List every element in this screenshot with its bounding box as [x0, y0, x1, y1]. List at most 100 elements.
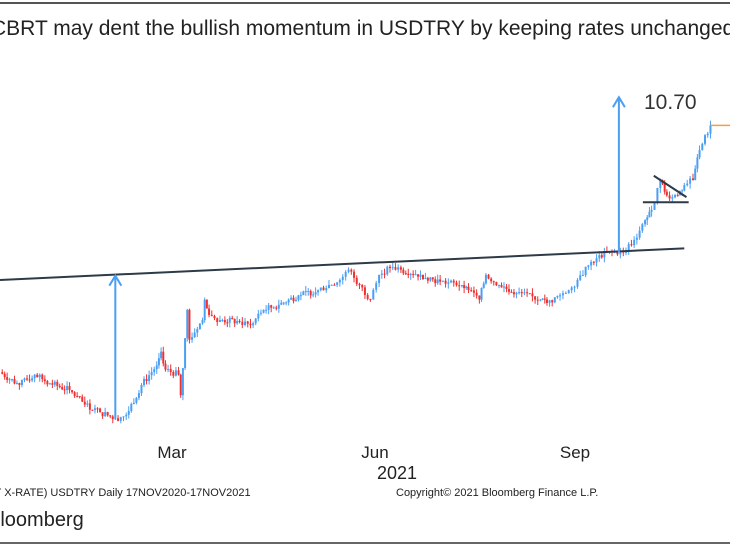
candle-body — [83, 401, 86, 405]
candle-body — [590, 261, 593, 266]
candle-body — [6, 377, 9, 380]
candle-body — [132, 402, 135, 404]
candle-body — [492, 281, 495, 283]
candle-body — [369, 298, 372, 300]
candle-body — [551, 300, 554, 303]
candle-body — [507, 289, 510, 292]
candle-body — [322, 287, 325, 291]
candle-body — [548, 300, 551, 304]
candle-body — [179, 374, 182, 396]
candle-body — [135, 397, 138, 403]
candle-body — [63, 389, 66, 391]
candle-body — [663, 183, 666, 192]
candle-body — [659, 180, 662, 188]
candle-body — [228, 317, 231, 323]
candle-body — [603, 251, 606, 258]
measured-move-arrow-1-head — [108, 273, 123, 287]
candle-body — [391, 267, 394, 269]
candle-body — [11, 379, 14, 381]
candle-body — [630, 244, 633, 246]
candle-body — [257, 313, 260, 319]
candle-body — [259, 312, 262, 314]
candle-body — [208, 308, 211, 315]
candle-body — [302, 291, 305, 296]
candle-body — [299, 295, 302, 297]
candle-body — [656, 187, 659, 203]
candle-body — [309, 291, 312, 296]
candle-body — [627, 244, 630, 252]
candle-body — [210, 314, 213, 316]
candle-body — [81, 396, 84, 402]
candle-body — [71, 390, 74, 393]
candle-body — [111, 416, 114, 420]
candle-body — [495, 282, 498, 286]
candle-body — [99, 408, 102, 413]
candle-body — [292, 297, 295, 302]
candle-body — [447, 282, 450, 284]
candle-body — [579, 275, 582, 280]
candle-body — [233, 319, 236, 324]
candle-body — [397, 267, 400, 270]
candle-body — [434, 279, 437, 284]
candle-body — [570, 287, 573, 291]
candle-body — [648, 211, 651, 218]
candle-body — [33, 374, 36, 379]
candle-body — [584, 266, 587, 276]
candle-body — [181, 368, 184, 396]
candle-body — [198, 323, 201, 330]
candle-body — [426, 277, 429, 281]
candle-body — [444, 280, 447, 284]
candle-body — [644, 220, 647, 225]
candle-body — [515, 292, 518, 295]
candle-body — [520, 292, 523, 294]
candle-body — [244, 321, 247, 325]
candle-body — [86, 403, 89, 405]
candle-body — [304, 291, 307, 293]
candle-body — [282, 302, 285, 304]
candle-body — [148, 375, 151, 382]
candle-body — [130, 403, 133, 412]
candle-body — [598, 255, 601, 259]
candle-body — [592, 261, 595, 263]
candle-body — [545, 299, 548, 304]
candle-body — [404, 273, 407, 275]
candle-body — [689, 178, 692, 184]
candle-body — [66, 386, 69, 390]
candle-body — [31, 378, 34, 381]
candle-body — [188, 309, 191, 340]
candle-body — [510, 291, 513, 293]
candle-body — [184, 338, 187, 369]
copyright-notice: Copyright© 2021 Bloomberg Finance L.P. — [396, 487, 599, 499]
candle-body — [383, 273, 386, 275]
candle-body — [458, 285, 461, 287]
candle-body — [88, 403, 91, 410]
candle-body — [104, 412, 107, 417]
candle-body — [500, 285, 503, 288]
candle-body — [280, 302, 283, 305]
candle-body — [252, 323, 255, 326]
chart-title: CBRT may dent the bullish momentum in US… — [0, 17, 730, 40]
candle-body — [541, 298, 544, 300]
candle-body — [536, 299, 539, 301]
candle-body — [157, 358, 160, 366]
candle-body — [429, 277, 432, 281]
candle-body — [490, 278, 493, 282]
candle-body — [361, 285, 364, 288]
candle-body — [480, 287, 483, 300]
candle-body — [333, 284, 336, 286]
candle-body — [76, 395, 79, 397]
candle-body — [363, 287, 366, 296]
candle-body — [523, 292, 526, 294]
candle-body — [272, 307, 275, 309]
candle-body — [539, 299, 542, 301]
candle-body — [534, 296, 537, 300]
candle-body — [61, 387, 64, 390]
candle-body — [686, 183, 689, 186]
candle-body — [375, 283, 378, 290]
candle-body — [616, 251, 619, 255]
candle-body — [169, 368, 172, 373]
x-tick-sep: Sep — [559, 443, 591, 462]
candle-body — [330, 284, 333, 286]
candle-body — [143, 378, 146, 385]
candle-body — [399, 267, 402, 270]
